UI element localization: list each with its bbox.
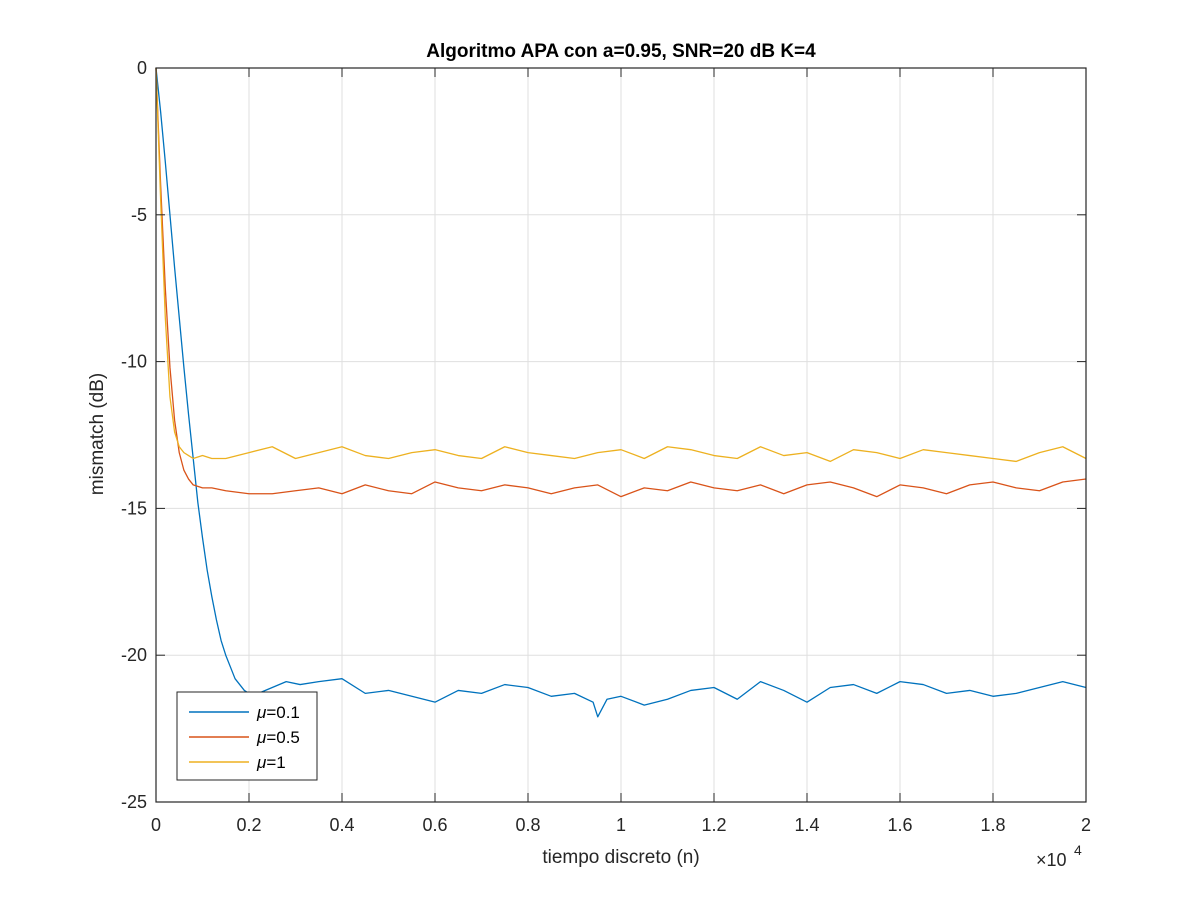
y-tick-label: -25: [121, 792, 147, 812]
y-tick-label: -10: [121, 352, 147, 372]
legend-label: μ=1: [256, 753, 286, 772]
x-tick-label: 1.2: [701, 815, 726, 835]
y-tick-label: -15: [121, 498, 147, 518]
x-tick-label: 0.4: [329, 815, 354, 835]
y-tick-label: -5: [131, 205, 147, 225]
chart-title: Algoritmo APA con a=0.95, SNR=20 dB K=4: [426, 41, 816, 62]
x-tick-label: 0.6: [422, 815, 447, 835]
y-ticks: 0 -5 -10 -15 -20 -25: [121, 58, 1086, 812]
y-axis-label: mismatch (dB): [87, 373, 108, 495]
legend: μ=0.1μ=0.5μ=1: [176, 691, 318, 781]
x-tick-label: 1.4: [794, 815, 819, 835]
legend-mu-symbol: μ: [256, 703, 267, 722]
series-line-0: [155, 67, 1087, 718]
x-multiplier-base: ×10: [1036, 850, 1067, 870]
y-tick-label: 0: [137, 58, 147, 78]
legend-label: μ=0.5: [256, 728, 300, 747]
x-ticks: 0 0.2 0.4 0.6 0.8 1 1.2 1.4 1.6 1.8 2: [151, 68, 1091, 835]
x-tick-label: 0.2: [236, 815, 261, 835]
x-multiplier-exponent: 4: [1074, 842, 1082, 858]
y-tick-label: -20: [121, 645, 147, 665]
legend-value: =1: [266, 753, 285, 772]
x-tick-label: 0: [151, 815, 161, 835]
x-multiplier: ×10 4: [1036, 842, 1082, 870]
legend-mu-symbol: μ: [256, 728, 267, 747]
series-line-2: [155, 67, 1087, 463]
x-tick-label: 1.8: [980, 815, 1005, 835]
x-tick-label: 2: [1081, 815, 1091, 835]
legend-box: [176, 691, 318, 781]
x-tick-label: 1.6: [887, 815, 912, 835]
series-line-1: [155, 67, 1087, 498]
x-tick-label: 0.8: [515, 815, 540, 835]
x-tick-label: 1: [616, 815, 626, 835]
x-axis-label: tiempo discreto (n): [542, 847, 699, 868]
legend-value: =0.5: [266, 728, 300, 747]
legend-mu-symbol: μ: [256, 753, 267, 772]
legend-value: =0.1: [266, 703, 300, 722]
series-layer: [155, 67, 1087, 718]
legend-label: μ=0.1: [256, 703, 300, 722]
